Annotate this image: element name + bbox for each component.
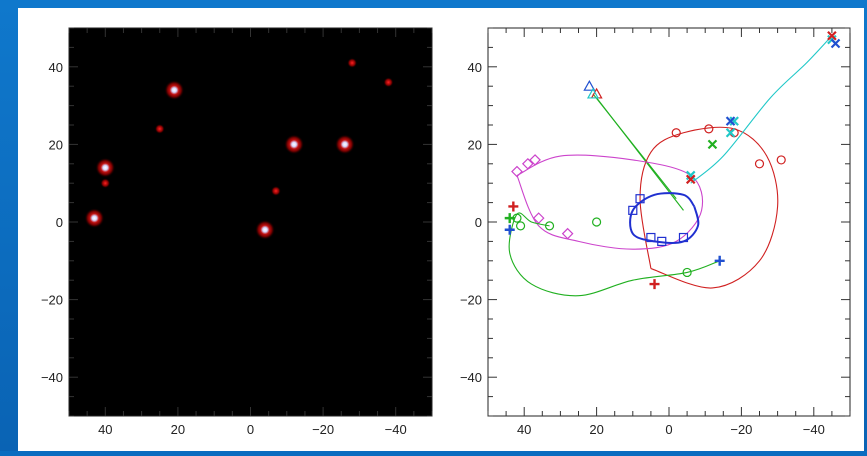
figure-svg: 40 20 0 −20 −40 −40 −20 0 20 40 40 20 0 −20 −40 −40 −20… [41, 27, 851, 437]
orbit-marker [776, 155, 786, 165]
x-tick-label: −40 [385, 422, 407, 437]
orbit-path [629, 192, 700, 244]
faint-source [383, 77, 394, 88]
orbit-marker [628, 205, 638, 215]
endpoint-marker [707, 139, 718, 150]
orbit-chart: 40 20 0 −20 −40 −40 −20 0 20 40 [460, 27, 851, 437]
y-tick-label: −20 [460, 293, 482, 308]
orbit-path [639, 126, 779, 289]
y-tick-label: 20 [49, 137, 63, 152]
x-tick-label: −40 [803, 422, 825, 437]
endpoint-marker [508, 201, 519, 212]
orbit-marker [591, 217, 602, 227]
y-tick-label: 0 [475, 215, 482, 230]
plot-area [69, 28, 432, 416]
y-tick-label: 0 [56, 215, 63, 230]
endpoint-marker [725, 116, 736, 126]
orbit-marker [704, 124, 714, 134]
orbit-marker [646, 232, 656, 243]
orbit-marker [682, 267, 692, 278]
orbit-marker [725, 127, 736, 138]
x-tick-label: 0 [247, 422, 254, 437]
bright-source [334, 134, 355, 155]
orbit-path [690, 35, 833, 184]
endpoint-marker [685, 174, 696, 185]
y-tick-label: −20 [41, 293, 63, 308]
bright-source [84, 208, 105, 229]
image-chart: 40 20 0 −20 −40 −40 −20 0 20 40 [41, 27, 433, 437]
orbit-marker [678, 232, 689, 243]
orbit-marker [754, 159, 765, 169]
endpoint-marker [827, 30, 837, 41]
y-tick-label: −40 [460, 370, 482, 385]
x-tick-label: −20 [730, 422, 752, 437]
orbit-marker [635, 194, 645, 204]
endpoint-marker [714, 255, 725, 266]
x-tick-label: 20 [589, 422, 603, 437]
bright-source [95, 157, 116, 178]
endpoint-marker [504, 213, 515, 224]
endpoint-marker [583, 79, 596, 91]
endpoint-marker [830, 38, 841, 49]
orbit-marker [521, 157, 534, 170]
orbit-marker [511, 165, 523, 178]
x-tick-label: 20 [171, 422, 185, 437]
x-tick-label: 0 [665, 422, 672, 437]
endpoint-marker [504, 224, 515, 235]
y-tick-label: 40 [468, 60, 482, 75]
figure-panel: 40 20 0 −20 −40 −40 −20 0 20 40 40 20 0 −20 −40 −40 −20… [18, 8, 864, 451]
orbit-path [508, 212, 720, 297]
orbit-marker [515, 221, 526, 231]
plot-frame [487, 27, 851, 417]
orbit-marker [529, 154, 541, 166]
endpoint-marker [586, 87, 599, 99]
connector-line [596, 97, 684, 211]
orbit-path [516, 154, 704, 250]
orbit-marker [544, 221, 555, 231]
orbit-marker [671, 128, 681, 138]
orbit-marker [657, 236, 667, 246]
bright-source [255, 219, 276, 240]
faint-source [347, 57, 358, 68]
faint-source [154, 123, 165, 134]
x-tick-label: 40 [517, 422, 531, 437]
faint-source [270, 185, 281, 196]
x-tick-label: 40 [98, 422, 112, 437]
orbit-marker [532, 212, 545, 224]
orbit-marker [729, 116, 739, 126]
bright-source [284, 134, 305, 155]
orbit-marker [561, 227, 574, 240]
bright-source [164, 80, 185, 101]
endpoint-marker [649, 279, 660, 290]
y-tick-label: 20 [468, 137, 482, 152]
y-tick-label: 40 [49, 60, 63, 75]
y-tick-label: −40 [41, 370, 63, 385]
faint-source [100, 178, 111, 189]
x-tick-label: −20 [312, 422, 334, 437]
